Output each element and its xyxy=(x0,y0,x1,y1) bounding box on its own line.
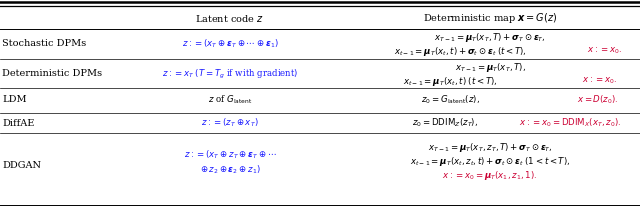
Text: $\mathbf{\mathit{x}}_{T-1} = \boldsymbol{\mu}_T(\mathbf{\mathit{x}}_T, T),$: $\mathbf{\mathit{x}}_{T-1} = \boldsymbol… xyxy=(454,61,525,73)
Text: LDM: LDM xyxy=(2,95,27,104)
Text: $\mathbf{\mathit{z}}_0 = G_\mathrm{latent}(\mathbf{\mathit{z}}),$: $\mathbf{\mathit{z}}_0 = G_\mathrm{laten… xyxy=(420,94,479,106)
Text: $\mathbf{\mathit{x}}_{t-1} = \boldsymbol{\mu}_T(\mathbf{\mathit{x}}_t, z_t, t) +: $\mathbf{\mathit{x}}_{t-1} = \boldsymbol… xyxy=(410,156,570,168)
Text: $\mathbf{\mathit{z}} := (\mathbf{\mathit{x}}_T \oplus \mathbf{\mathit{z}}_T \opl: $\mathbf{\mathit{z}} := (\mathbf{\mathit… xyxy=(184,149,276,161)
Text: $\mathbf{\mathit{z}}$ of $G_\mathrm{latent}$: $\mathbf{\mathit{z}}$ of $G_\mathrm{late… xyxy=(208,94,252,106)
Text: $\mathbf{\mathit{z}} := (\mathbf{\mathit{x}}_T \oplus \boldsymbol{\epsilon}_T \o: $\mathbf{\mathit{z}} := (\mathbf{\mathit… xyxy=(182,38,278,50)
Text: $\mathbf{\mathit{x}}_{T-1} = \boldsymbol{\mu}_T(\mathbf{\mathit{x}}_T, \mathbf{\: $\mathbf{\mathit{x}}_{T-1} = \boldsymbol… xyxy=(428,141,552,155)
Text: $\mathbf{\mathit{z}} := \mathbf{\mathit{x}}_T \; (T = T_g$ if with gradient$)$: $\mathbf{\mathit{z}} := \mathbf{\mathit{… xyxy=(162,67,298,80)
Text: $\mathbf{\mathit{x}} = D(\mathbf{\mathit{z}}_0).$: $\mathbf{\mathit{x}} = D(\mathbf{\mathit… xyxy=(577,94,619,106)
Text: $\mathbf{\mathit{z}} := (\mathbf{\mathit{z}}_T \oplus \mathbf{\mathit{x}}_T)$: $\mathbf{\mathit{z}} := (\mathbf{\mathit… xyxy=(201,117,259,129)
Text: $\mathbf{\mathit{z}}_0 = \mathrm{DDIM}_Z(\mathbf{\mathit{z}}_T),$: $\mathbf{\mathit{z}}_0 = \mathrm{DDIM}_Z… xyxy=(412,117,478,129)
Text: Deterministic map $\boldsymbol{x} = G(\mathit{z})$: Deterministic map $\boldsymbol{x} = G(\m… xyxy=(423,11,557,25)
Text: $\mathbf{\mathit{x}} := \mathbf{\mathit{x}}_0 = \mathrm{DDIM}_X(\mathbf{\mathit{: $\mathbf{\mathit{x}} := \mathbf{\mathit{… xyxy=(519,117,621,129)
Text: $\oplus\, \mathbf{\mathit{z}}_2 \oplus \boldsymbol{\epsilon}_2 \oplus \mathbf{\m: $\oplus\, \mathbf{\mathit{z}}_2 \oplus \… xyxy=(200,164,260,176)
Text: $\mathbf{\mathit{x}}_{T-1} = \boldsymbol{\mu}_T(\mathbf{\mathit{x}}_T, T) + \bol: $\mathbf{\mathit{x}}_{T-1} = \boldsymbol… xyxy=(434,31,546,43)
Text: $\mathbf{\mathit{x}} := \mathbf{\mathit{x}}_0.$: $\mathbf{\mathit{x}} := \mathbf{\mathit{… xyxy=(582,76,618,86)
Text: Deterministic DPMs: Deterministic DPMs xyxy=(2,69,102,78)
Text: $\mathbf{\mathit{x}}_{t-1} = \boldsymbol{\mu}_T(\mathbf{\mathit{x}}_t, t) \; (t : $\mathbf{\mathit{x}}_{t-1} = \boldsymbol… xyxy=(403,74,497,88)
Text: $\mathbf{\mathit{x}}_{t-1} = \boldsymbol{\mu}_T(\mathbf{\mathit{x}}_t, t) + \bol: $\mathbf{\mathit{x}}_{t-1} = \boldsymbol… xyxy=(394,45,526,57)
Text: $\mathbf{\mathit{x}} := \mathbf{\mathit{x}}_0.$: $\mathbf{\mathit{x}} := \mathbf{\mathit{… xyxy=(588,46,623,56)
Text: DiffAE: DiffAE xyxy=(2,119,35,128)
Text: DDGAN: DDGAN xyxy=(2,161,41,170)
Text: Stochastic DPMs: Stochastic DPMs xyxy=(2,40,86,48)
Text: Latent code $\mathit{z}$: Latent code $\mathit{z}$ xyxy=(195,12,264,24)
Text: $\mathbf{\mathit{x}} := \mathbf{\mathit{x}}_0 = \boldsymbol{\mu}_T(\mathbf{\math: $\mathbf{\mathit{x}} := \mathbf{\mathit{… xyxy=(442,170,538,182)
